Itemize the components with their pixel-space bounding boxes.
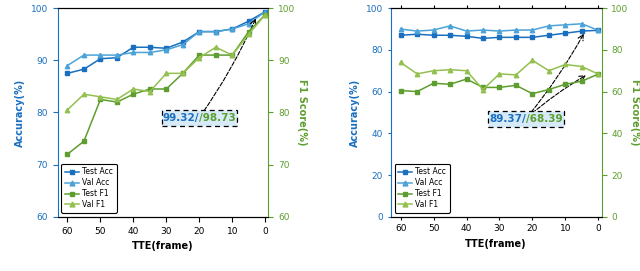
Legend: Test Acc, Val Acc, Test F1, Val F1: Test Acc, Val Acc, Test F1, Val F1 bbox=[395, 164, 450, 213]
X-axis label: TTE(frame): TTE(frame) bbox=[465, 239, 527, 249]
Y-axis label: Accuracy(%): Accuracy(%) bbox=[350, 78, 360, 147]
Y-axis label: F1 Score(%): F1 Score(%) bbox=[630, 79, 640, 146]
Legend: Test Acc, Val Acc, Test F1, Val F1: Test Acc, Val Acc, Test F1, Val F1 bbox=[61, 164, 116, 213]
Y-axis label: Accuracy(%): Accuracy(%) bbox=[15, 78, 25, 147]
Text: 89.37/: 89.37/ bbox=[489, 114, 526, 124]
Text: 89.37/68.39: 89.37/68.39 bbox=[491, 114, 561, 124]
Y-axis label: F1 Score(%): F1 Score(%) bbox=[296, 79, 307, 146]
Text: 99.32/98.73: 99.32/98.73 bbox=[164, 113, 234, 123]
Text: /68.39: /68.39 bbox=[526, 114, 563, 124]
X-axis label: TTE(frame): TTE(frame) bbox=[132, 241, 194, 251]
Text: /98.73: /98.73 bbox=[199, 113, 236, 123]
Text: 99.32/: 99.32/ bbox=[163, 113, 199, 123]
